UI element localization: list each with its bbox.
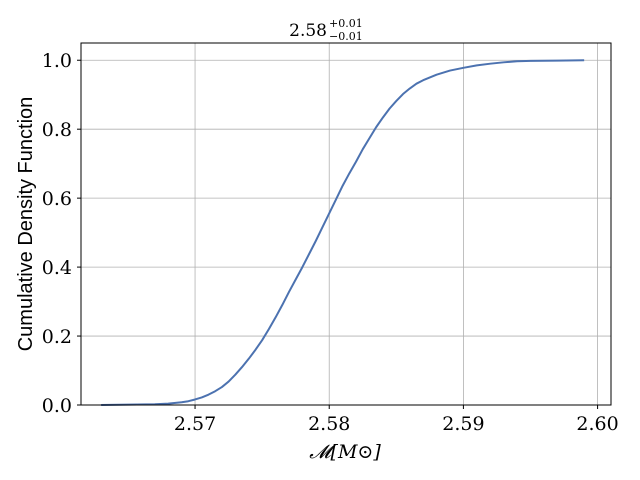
y-tick-label: 0.0 (42, 395, 72, 417)
chart-title-sup: +0.01 (329, 17, 363, 30)
y-tick-label: 0.4 (42, 257, 72, 279)
y-tick-label: 0.6 (42, 188, 72, 210)
y-tick-label: 1.0 (42, 50, 72, 72)
y-axis-label: Cumulative Density Function (15, 97, 37, 352)
plot-frame (80, 42, 612, 406)
grid-layer (81, 43, 611, 406)
x-tick-label: 2.57 (174, 413, 216, 435)
x-tick-label: 2.59 (442, 413, 484, 435)
x-tick-label: 2.60 (576, 413, 618, 435)
chart-title-main: 2.58 (289, 21, 327, 41)
y-tick-label: 0.8 (42, 119, 72, 141)
cdf-line (101, 59, 585, 406)
y-tick-label: 0.2 (42, 326, 72, 348)
chart-title-sub: −0.01 (329, 30, 363, 43)
x-tick-label: 2.58 (308, 413, 350, 435)
tick-layer: 2.57 2.58 2.59 2.60 0.0 0.2 0.4 0.6 0.8 1.0 (42, 50, 619, 435)
x-axis-label: 𝓜[M⊙] (309, 441, 381, 463)
line-layer (101, 59, 585, 406)
